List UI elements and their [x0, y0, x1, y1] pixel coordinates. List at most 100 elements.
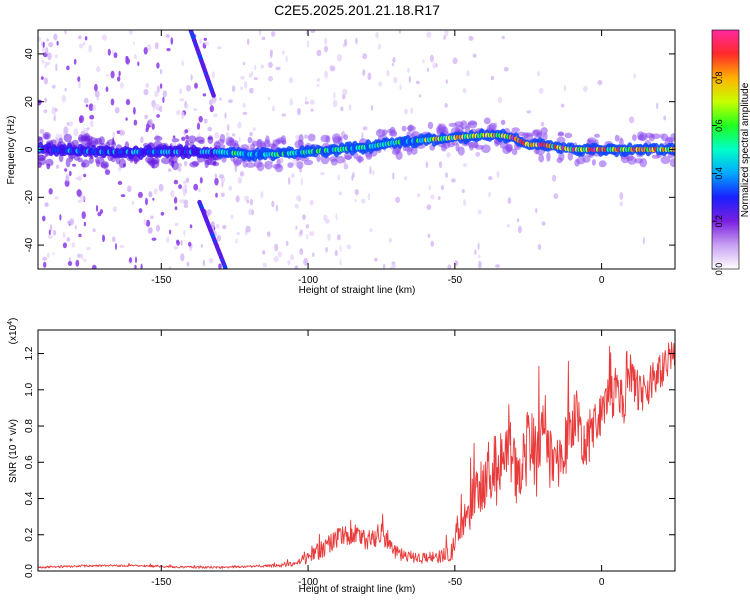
spectrogram-speckle: [496, 170, 500, 178]
spectrogram-speckle: [196, 122, 201, 130]
spectrogram-speckle: [144, 114, 148, 120]
snr-x-axis-label: Height of straight line (km): [299, 584, 416, 595]
spectrogram-speckle: [194, 82, 198, 89]
spectrogram-speckle: [54, 108, 58, 112]
spectrogram-halo: [391, 149, 400, 156]
spectrogram-speckle: [271, 31, 276, 37]
spectrogram-speckle: [75, 176, 81, 181]
spectrogram-speckle: [166, 48, 171, 52]
spectrogram-x-ticks: -150 -100 -50 0: [151, 30, 605, 286]
spectrogram-speckle: [408, 75, 412, 84]
spectrogram-speckle: [172, 135, 176, 139]
spectrogram-speckle: [129, 257, 132, 263]
colorbar-tick-label: 0.2: [714, 215, 724, 228]
spectrogram-speckle: [438, 161, 443, 168]
spectrogram-halo: [637, 134, 646, 141]
spectrogram-halo: [111, 141, 117, 148]
spectrogram-speckle: [267, 96, 270, 101]
spectrogram-speckle: [271, 105, 276, 112]
spectrogram-speckle: [238, 136, 241, 143]
spectrogram-speckle: [354, 198, 357, 203]
spectrogram-speckle: [156, 114, 161, 118]
spectrogram-speckle: [403, 176, 408, 181]
spectrogram-speckle: [395, 196, 401, 203]
spectrogram-speckle: [68, 257, 71, 262]
spectrogram-speckle: [88, 103, 94, 111]
spectrogram-speckle: [193, 108, 198, 111]
spectrogram-speckle: [190, 74, 193, 81]
spectrogram-speckle: [252, 127, 256, 132]
spectrogram-speckle: [51, 84, 56, 89]
spectrogram-halo: [94, 137, 103, 145]
y-tick-label: 0.6: [24, 455, 35, 469]
spectrogram-speckle: [445, 172, 448, 178]
spectrogram-halo: [468, 142, 475, 151]
spectrogram-speckle: [170, 190, 175, 198]
spectrogram-speckle: [501, 35, 505, 40]
spectrogram-halo: [660, 156, 671, 164]
spectrogram-speckle: [537, 71, 541, 77]
spectrogram-speckle: [99, 209, 104, 214]
y-tick-label: 1.0: [24, 382, 35, 396]
spectrogram-speckle: [202, 259, 206, 267]
spectrogram-speckle: [212, 113, 218, 118]
spectrogram-speckle: [207, 126, 213, 132]
spectrogram-speckle: [232, 133, 236, 137]
spectrogram-halo: [63, 133, 72, 143]
spectrogram-speckle: [443, 34, 446, 40]
spectrogram-streak: [223, 265, 228, 269]
spectrogram-speckle: [43, 77, 48, 85]
spectrogram-speckle: [262, 250, 266, 255]
spectrogram-speckle: [377, 43, 381, 50]
spectrogram-halo: [582, 155, 591, 163]
spectrogram-speckle: [382, 263, 386, 269]
spectrogram-speckle: [370, 104, 374, 111]
spectrogram-speckle: [46, 252, 50, 259]
spectrogram-halo: [644, 132, 654, 139]
spectrogram-speckle: [145, 123, 150, 131]
spectrogram-speckle: [110, 70, 115, 79]
y-tick-label: 0.0: [24, 564, 35, 578]
spectrogram-speckle: [386, 70, 390, 77]
spectrogram-halo: [483, 117, 491, 125]
spectrogram-speckle: [176, 239, 180, 244]
spectrogram-speckle: [287, 260, 291, 266]
spectrogram-speckle: [92, 104, 97, 111]
spectrogram-panel: -150 -100 -50 0 -40 -20 0 20 40 Height of strai…: [6, 29, 676, 296]
spectrogram-speckle: [68, 121, 73, 127]
spectrogram-speckle: [56, 40, 59, 46]
spectrogram-halo: [467, 121, 477, 126]
spectrogram-speckle: [202, 93, 207, 97]
spectrogram-speckle: [619, 201, 624, 207]
spectrogram-speckle: [58, 134, 63, 138]
spectrogram-speckle: [152, 197, 155, 201]
spectrogram-speckle: [94, 90, 100, 98]
spectrogram-speckle: [478, 260, 482, 269]
colorbar-frame: [711, 29, 740, 270]
spectrogram-speckle: [516, 218, 520, 223]
spectrogram-halo: [296, 161, 304, 169]
spectrogram-speckle: [218, 263, 222, 269]
spectrogram-speckle: [78, 80, 81, 89]
colorbar: 0.0 0.2 0.4 0.6 0.8 Normalized spectral ampl…: [711, 29, 750, 275]
spectrogram-speckle: [155, 103, 160, 111]
spectrogram-speckle: [242, 103, 246, 108]
spectrogram-speckle: [83, 221, 87, 227]
spectrogram-speckle: [89, 120, 94, 128]
spectrogram-speckle: [249, 131, 253, 137]
spectrogram-speckle: [145, 219, 151, 227]
spectrogram-speckle: [47, 234, 53, 239]
spectrogram-speckle: [77, 253, 82, 258]
spectrogram-speckle: [310, 108, 314, 112]
spectrogram-speckle: [94, 83, 98, 92]
spectrogram-speckle: [198, 115, 203, 123]
spectrogram-speckle: [251, 209, 255, 216]
spectrogram-speckle: [430, 194, 435, 200]
spectrogram-halo: [427, 121, 434, 130]
spectrogram-speckle: [38, 36, 41, 42]
spectrogram-halo: [454, 121, 464, 127]
spectrogram-speckle: [199, 177, 203, 184]
spectrogram-speckle: [67, 261, 73, 266]
spectrogram-speckle: [231, 85, 236, 92]
spectrogram-halo: [511, 148, 518, 156]
